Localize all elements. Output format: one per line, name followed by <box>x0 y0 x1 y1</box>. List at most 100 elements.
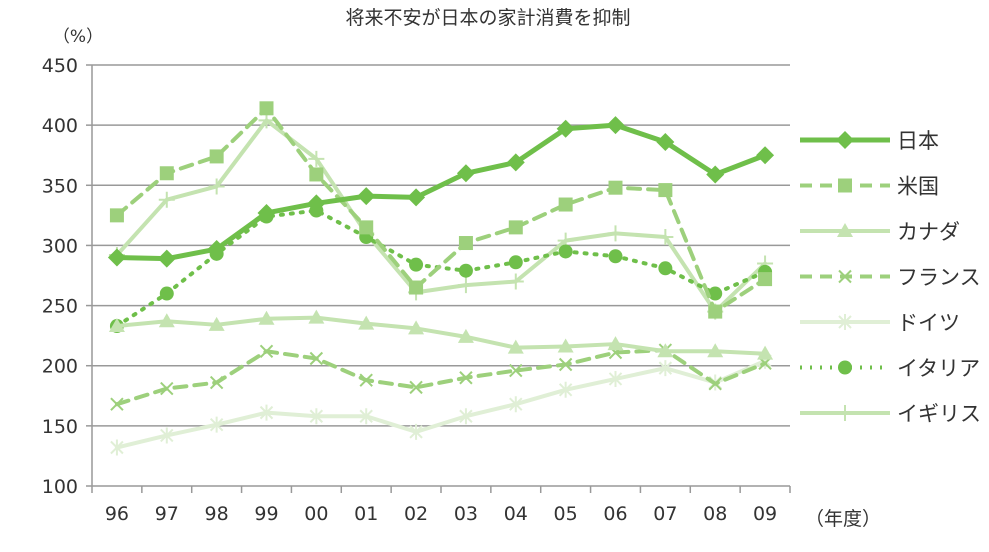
data-point <box>658 360 673 377</box>
y-tick-label: 100 <box>42 476 78 498</box>
data-point <box>108 318 125 333</box>
data-point <box>159 286 174 301</box>
data-point <box>509 396 523 413</box>
x-tick-label: 07 <box>653 503 677 525</box>
data-point <box>258 310 275 325</box>
y-tick-label: 200 <box>42 356 78 378</box>
data-point <box>208 316 225 331</box>
series-3 <box>110 343 772 411</box>
data-point <box>509 363 523 378</box>
data-point <box>507 339 524 354</box>
y-tick-label: 450 <box>42 55 78 77</box>
data-point <box>157 249 176 268</box>
data-point <box>607 336 624 351</box>
legend-marker <box>836 131 854 149</box>
x-tick-label: 02 <box>404 503 428 525</box>
legend-label: 米国 <box>897 175 939 199</box>
data-point <box>160 427 174 444</box>
x-tick-label: 98 <box>205 503 229 525</box>
series-line <box>114 118 768 314</box>
series-line <box>114 122 768 262</box>
y-tick-label: 150 <box>42 416 78 438</box>
x-tick-label: 08 <box>703 503 727 525</box>
data-point <box>359 220 374 235</box>
legend-marker <box>837 223 853 237</box>
data-point <box>209 375 224 390</box>
series-line <box>114 348 768 407</box>
data-point <box>557 338 574 353</box>
legend-marker <box>837 405 853 421</box>
data-point <box>259 404 274 421</box>
chart-title: 将来不安が日本の家計消費を抑制 <box>345 7 630 29</box>
legend-marker <box>838 269 852 284</box>
data-point <box>309 351 324 366</box>
data-point <box>208 178 225 195</box>
data-point <box>456 164 475 183</box>
data-point <box>359 408 373 425</box>
data-point <box>656 132 675 151</box>
data-point <box>558 381 573 398</box>
data-point <box>110 439 124 456</box>
x-tick-label: 96 <box>105 503 129 525</box>
data-point <box>259 101 274 116</box>
legend-label: イギリス <box>897 402 981 426</box>
data-point <box>707 343 724 358</box>
x-tick-label: 04 <box>504 503 528 525</box>
data-point <box>409 423 423 440</box>
data-point <box>309 167 324 182</box>
y-tick-label: 250 <box>42 296 78 318</box>
data-point <box>708 304 723 319</box>
legend-marker <box>838 178 852 193</box>
y-tick-label: 400 <box>42 115 78 137</box>
data-point <box>308 150 325 167</box>
x-tick-label: 05 <box>554 503 578 525</box>
data-point <box>409 380 423 395</box>
series-line <box>114 106 768 314</box>
data-point <box>457 328 474 343</box>
data-point <box>608 180 623 195</box>
data-point <box>558 357 573 372</box>
data-point <box>409 257 424 272</box>
data-point <box>608 249 623 264</box>
x-tick-label: 00 <box>304 503 328 525</box>
data-point <box>658 261 673 276</box>
legend-label: 日本 <box>897 129 939 153</box>
data-point <box>458 236 473 251</box>
data-point <box>209 416 224 433</box>
data-point <box>357 187 376 206</box>
y-tick-label: 300 <box>42 235 78 257</box>
data-point <box>257 203 276 222</box>
data-point <box>309 408 324 425</box>
y-tick-label: 350 <box>42 175 78 197</box>
legend-marker <box>838 314 852 330</box>
data-point <box>508 220 523 235</box>
data-point <box>107 248 126 267</box>
data-point <box>109 208 124 223</box>
legend-label: イタリア <box>897 357 980 381</box>
x-tick-label: 03 <box>454 503 478 525</box>
x-tick-label: 01 <box>354 503 378 525</box>
data-point <box>606 116 625 135</box>
series-4 <box>110 352 772 456</box>
legend-label: フランス <box>897 266 981 290</box>
x-tick-label: 99 <box>254 503 278 525</box>
series-line <box>114 358 768 450</box>
x-tick-label: 06 <box>603 503 627 525</box>
data-point <box>459 408 473 425</box>
data-point <box>308 309 325 324</box>
series-line <box>114 208 768 329</box>
series-0 <box>107 116 775 268</box>
data-point <box>158 313 175 328</box>
data-point <box>558 197 573 212</box>
data-point <box>358 315 375 330</box>
legend-label: カナダ <box>897 220 960 244</box>
data-point <box>708 377 722 391</box>
data-point <box>706 165 725 184</box>
series-2 <box>108 309 774 360</box>
data-point <box>307 194 326 213</box>
data-point <box>608 370 623 387</box>
data-point <box>457 277 474 294</box>
data-point <box>708 286 723 301</box>
